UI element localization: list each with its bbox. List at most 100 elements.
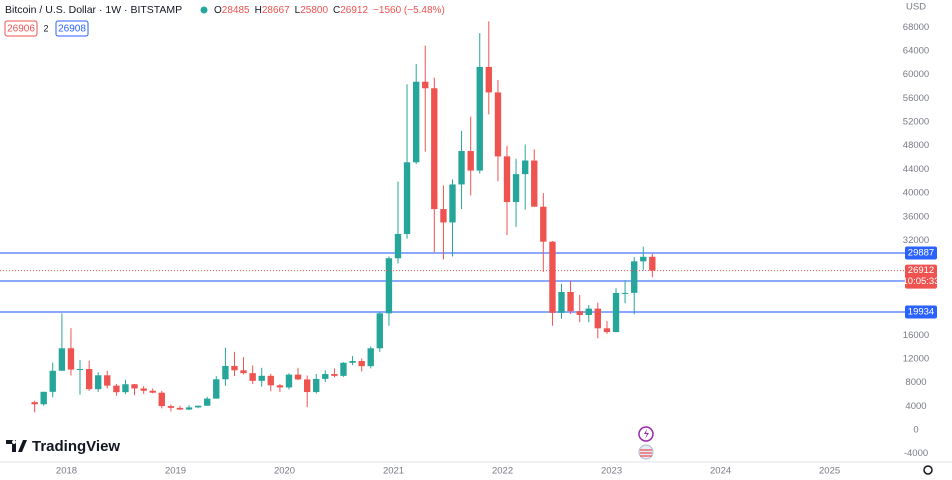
candle-body [95, 375, 102, 390]
candle-body [176, 407, 184, 410]
candle-body [185, 407, 193, 410]
candle-body [376, 313, 383, 349]
countdown-label: 10:05:33 [903, 276, 940, 287]
x-tick-label: 2020 [274, 466, 295, 477]
candle-body [467, 151, 474, 171]
y-tick-label: 16000 [903, 330, 929, 341]
level-label: 29887 [908, 248, 934, 259]
ohlc-change: −1560 (−5.48%) [373, 5, 445, 16]
candle-body [322, 374, 329, 379]
economic-event-icon[interactable] [638, 444, 654, 460]
candle-body [131, 384, 138, 389]
candle-body [31, 402, 38, 405]
candle-body [367, 348, 374, 367]
ohlc-label: C [333, 5, 340, 16]
candle-body [194, 405, 202, 408]
candle-body [594, 308, 601, 329]
candle-body [40, 391, 47, 405]
candle-body [213, 379, 220, 399]
candle-body [567, 292, 574, 312]
y-tick-label: 60000 [903, 69, 929, 80]
candle-body [585, 308, 592, 315]
candle-body [621, 292, 629, 294]
candle-body [540, 206, 547, 242]
candle-body [67, 348, 75, 370]
buy-price: 26908 [58, 24, 86, 35]
candle-body [612, 292, 620, 333]
x-tick-label: 2024 [710, 466, 731, 477]
candle-body [640, 256, 647, 262]
ohlc-text: O28485 H28667 L25800 C26912 −1560 (−5.48%) [214, 5, 445, 16]
candle-body [403, 162, 411, 234]
candle-body [449, 184, 456, 223]
ohlc-label: L [295, 5, 301, 16]
candle-body [394, 233, 402, 259]
candle-body [258, 375, 265, 381]
candle-body [531, 160, 538, 207]
spread: 2 [43, 23, 48, 33]
candle-body [413, 81, 420, 163]
logo-text: TradingView [32, 438, 120, 455]
y-tick-label: 52000 [903, 117, 929, 128]
candle-body [522, 160, 529, 175]
candle-body [440, 209, 447, 223]
flag-stripes [640, 449, 652, 457]
level-label: 19934 [908, 306, 934, 317]
candle-body [158, 392, 165, 407]
y-unit: USD [906, 2, 926, 13]
ohlc-label: H [255, 5, 262, 16]
buy-button[interactable] [55, 20, 89, 37]
candle-body [276, 385, 284, 388]
logo-icon [6, 440, 27, 452]
candle-body [331, 374, 338, 376]
candle-body [358, 361, 365, 367]
candle-body [603, 328, 611, 333]
x-tick-label: 2022 [492, 466, 513, 477]
y-tick-label: 0 [913, 425, 918, 436]
candle-body [49, 370, 56, 392]
candle-body [494, 92, 502, 157]
candle-body [240, 370, 247, 374]
x-tick-label: 2023 [601, 466, 622, 477]
y-tick-label: 64000 [903, 45, 929, 56]
candle-body [431, 88, 438, 210]
candle-body [294, 374, 302, 380]
candle-body [349, 361, 356, 363]
candle-body [85, 369, 93, 390]
x-tick-label: 2018 [56, 466, 77, 477]
status-dot [200, 6, 208, 14]
candle-body [576, 311, 583, 315]
candle-body [267, 375, 274, 386]
candle-body [204, 398, 211, 406]
event-icon-glyph [644, 429, 649, 439]
candle-body [222, 365, 229, 380]
candle-body [512, 174, 520, 202]
candle-body [167, 406, 175, 408]
ohlc-label: O [214, 5, 222, 16]
y-tick-label: 12000 [903, 353, 929, 364]
candle-body [485, 66, 492, 93]
y-tick-label: -4000 [904, 448, 928, 459]
ohlc-value: 26912 [340, 5, 368, 16]
level-tag [905, 246, 937, 260]
y-tick-label: 8000 [905, 377, 926, 388]
settings-button[interactable] [923, 465, 933, 475]
sell-button[interactable] [4, 20, 38, 37]
candle-body [631, 261, 638, 293]
candle-body [476, 66, 483, 171]
y-tick-label: 4000 [905, 401, 926, 412]
chart-header-title: Bitcoin / U.S. Dollar · 1W · BITSTAMP [5, 4, 182, 16]
candle-body [313, 378, 320, 393]
candle-body [385, 258, 393, 314]
candle-body [149, 390, 156, 393]
candle-body [503, 156, 511, 202]
ohlc-value: 28667 [262, 5, 290, 16]
ohlc-readout: O28485 H28667 L25800 C26912 −1560 (−5.48%) [214, 5, 445, 16]
candle-body [422, 81, 429, 89]
x-tick-label: 2021 [383, 466, 404, 477]
candle-body [122, 384, 129, 393]
x-tick-label: 2019 [165, 466, 186, 477]
candle-body [340, 362, 347, 376]
